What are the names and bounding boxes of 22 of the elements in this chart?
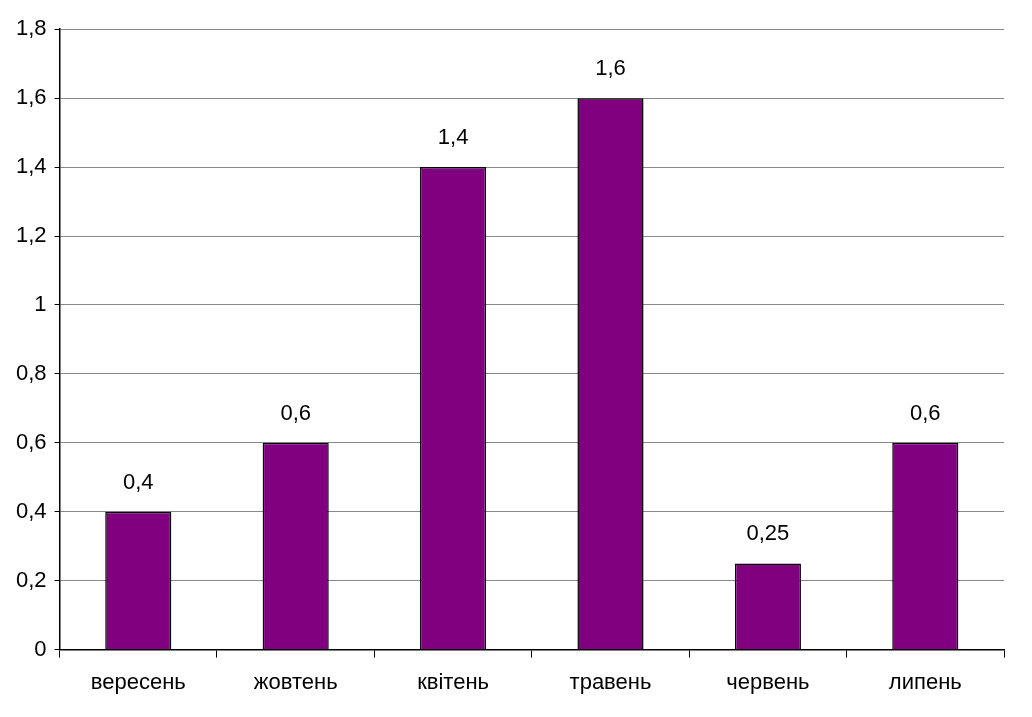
data-label: 0,6 <box>910 399 941 425</box>
x-tick-label: вересень <box>90 668 186 694</box>
x-tick-label: травень <box>569 668 652 694</box>
data-label: 0,6 <box>280 399 311 425</box>
y-tick-label: 0,6 <box>15 428 47 454</box>
y-tick-label: 0,4 <box>15 497 47 523</box>
y-tick-label: 1,6 <box>15 84 47 110</box>
y-tick-label: 0,2 <box>15 566 47 592</box>
y-tick-label: 1 <box>34 291 47 316</box>
data-label: 0,25 <box>746 520 790 546</box>
y-tick-label: 0 <box>34 635 47 661</box>
y-tick-label: 1,2 <box>15 222 47 248</box>
x-tick-label: квітень <box>417 668 490 694</box>
data-label: 1,4 <box>437 124 469 150</box>
data-label: 0,4 <box>122 468 154 494</box>
x-tick-label: жовтень <box>253 668 338 694</box>
y-tick-label: 1,8 <box>15 15 47 41</box>
y-tick-label: 1,4 <box>15 153 47 179</box>
x-tick-label: липень <box>888 668 962 694</box>
y-tick-label: 0,8 <box>15 359 47 385</box>
data-label: 1,6 <box>595 55 626 81</box>
x-tick-label: червень <box>726 668 810 694</box>
